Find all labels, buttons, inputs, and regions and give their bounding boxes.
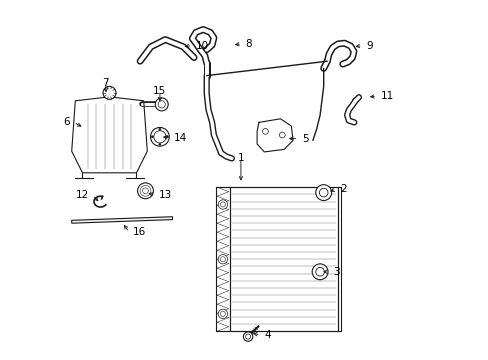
Text: 7: 7	[102, 78, 109, 88]
Text: 9: 9	[366, 41, 372, 51]
Circle shape	[311, 264, 327, 280]
Bar	[215, 187, 230, 331]
Circle shape	[150, 127, 169, 146]
Circle shape	[159, 128, 161, 130]
Circle shape	[166, 136, 168, 138]
Text: 6: 6	[63, 117, 70, 127]
Text: 4: 4	[264, 330, 270, 340]
Bar	[337, 187, 340, 331]
Circle shape	[103, 86, 116, 99]
Text: 11: 11	[380, 91, 393, 101]
Text: 3: 3	[332, 267, 339, 277]
Text: 2: 2	[339, 184, 346, 194]
Text: 16: 16	[133, 227, 146, 237]
Circle shape	[279, 132, 285, 138]
Text: 13: 13	[159, 190, 172, 200]
Polygon shape	[72, 217, 172, 223]
Circle shape	[315, 185, 331, 201]
Circle shape	[218, 255, 227, 264]
Circle shape	[262, 129, 268, 134]
Bar	[230, 187, 337, 331]
Text: 10: 10	[196, 41, 208, 51]
Circle shape	[137, 183, 153, 199]
Text: 12: 12	[76, 190, 89, 200]
Text: 14: 14	[173, 132, 186, 143]
Circle shape	[218, 200, 227, 209]
Circle shape	[243, 332, 252, 341]
Text: 5: 5	[302, 134, 308, 144]
Circle shape	[151, 136, 153, 138]
Text: 1: 1	[237, 153, 244, 163]
Circle shape	[218, 309, 227, 319]
Circle shape	[159, 143, 161, 145]
Circle shape	[155, 98, 168, 111]
Text: 15: 15	[153, 86, 166, 96]
Text: 8: 8	[245, 39, 252, 49]
